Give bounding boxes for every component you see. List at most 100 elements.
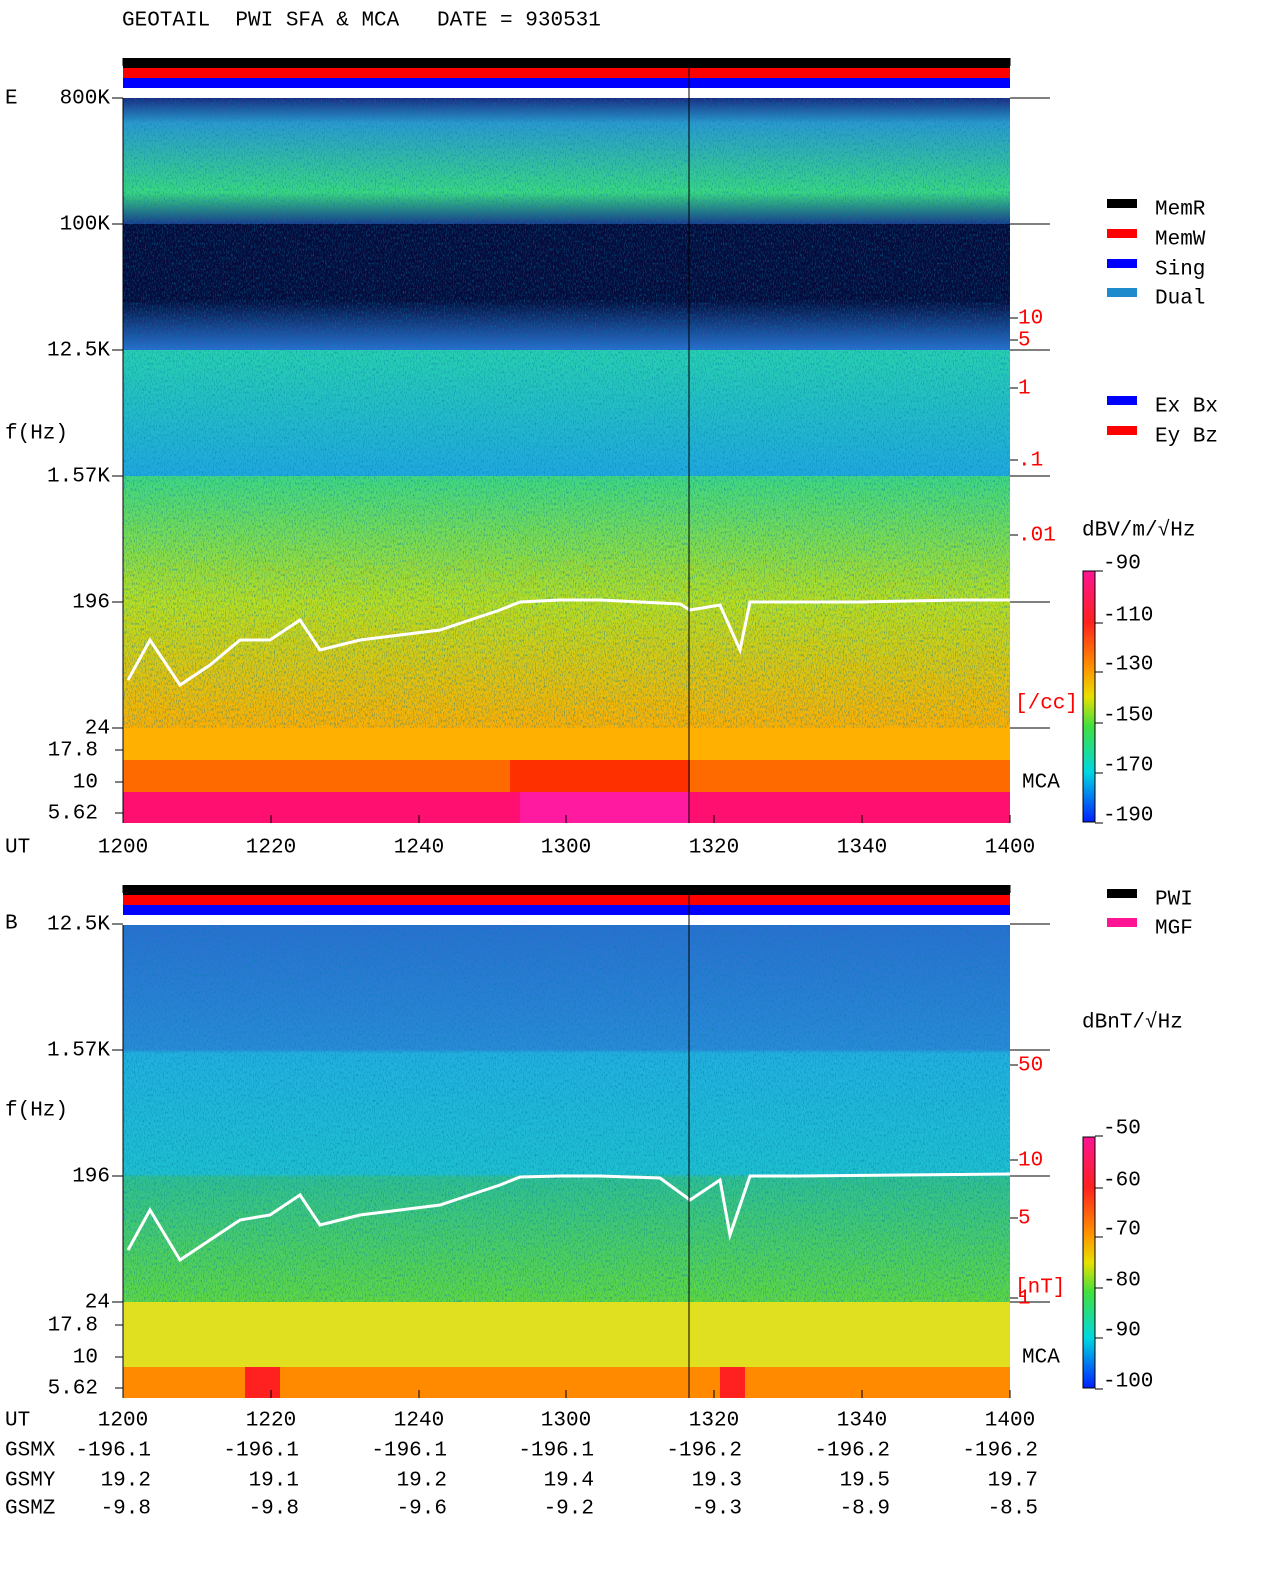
orbit-value: -196.1	[518, 1440, 594, 1463]
time-label: UT	[5, 837, 30, 860]
orbit-value: -196.2	[666, 1440, 742, 1463]
legend-label: Sing	[1155, 259, 1205, 282]
panel-label: B	[5, 913, 18, 936]
e-density-trace	[126, 598, 1010, 688]
legend-swatch	[1107, 259, 1137, 268]
mca-tick-label: 5.62	[48, 803, 98, 826]
legend-label: MemR	[1155, 199, 1206, 222]
orbit-value: -9.6	[397, 1498, 447, 1521]
freq-tick-label: 12.5K	[47, 340, 110, 363]
axis-label: f(Hz)	[5, 1100, 68, 1123]
time-tick-label: 1300	[541, 1410, 591, 1433]
colorbar-unit: dBV/m/√Hz	[1082, 519, 1195, 543]
colorbar-tick-label: -60	[1103, 1170, 1141, 1193]
colorbar-tick-label: -170	[1103, 755, 1153, 778]
mca-tick-label: 10	[73, 772, 98, 795]
right-scale-label: .1	[1018, 450, 1043, 473]
legend-label: Ey Bz	[1155, 426, 1218, 449]
orbit-value: 19.2	[101, 1470, 151, 1493]
orbit-label: GSMZ	[5, 1498, 55, 1521]
freq-tick-label: 12.5K	[47, 914, 110, 937]
b-mca-band	[245, 1367, 280, 1398]
orbit-label: GSMX	[5, 1440, 56, 1463]
time-tick-label: 1240	[394, 837, 444, 860]
right-unit: [nT]	[1015, 1277, 1065, 1300]
orbit-value: -9.8	[249, 1498, 299, 1521]
legend-swatch	[1107, 889, 1137, 898]
orbit-value: -196.1	[75, 1440, 151, 1463]
orbit-value: -8.5	[988, 1498, 1038, 1521]
colorbar-tick-label: -150	[1103, 705, 1153, 728]
b-mca-band	[720, 1367, 745, 1398]
colorbar-tick-label: -90	[1103, 553, 1141, 576]
orbit-value: -196.2	[962, 1440, 1038, 1463]
axis-label: f(Hz)	[5, 423, 68, 446]
orbit-value: -9.2	[544, 1498, 594, 1521]
colorbar-tick-label: -190	[1103, 805, 1153, 828]
legend-label: Ex Bx	[1155, 396, 1218, 419]
time-tick-label: 1240	[394, 1410, 444, 1433]
time-tick-label: 1400	[985, 1410, 1035, 1433]
orbit-value: -9.3	[692, 1498, 742, 1521]
colorbar-tick-label: -90	[1103, 1320, 1141, 1343]
orbit-value: 19.5	[840, 1470, 890, 1493]
right-scale-label: 1	[1018, 1288, 1031, 1311]
orbit-value: -196.1	[371, 1440, 447, 1463]
legend-swatch	[1107, 288, 1137, 297]
right-scale-label: 10	[1018, 308, 1043, 331]
freq-tick-label: 1.57K	[47, 466, 110, 489]
time-tick-label: 1340	[837, 1410, 887, 1433]
colorbar	[1082, 570, 1096, 823]
orbit-value: -196.2	[814, 1440, 890, 1463]
legend-swatch	[1107, 396, 1137, 405]
panel-label: E	[5, 88, 18, 111]
legend-label: PWI	[1155, 889, 1193, 912]
freq-tick-label: 196	[72, 1166, 110, 1189]
mca-tick-label: 10	[73, 1347, 98, 1370]
colorbar-tick-label: -50	[1103, 1118, 1141, 1141]
orbit-value: -196.1	[223, 1440, 299, 1463]
time-tick-label: 1320	[689, 837, 739, 860]
orbit-value: 19.4	[544, 1470, 594, 1493]
freq-tick-label: 24	[85, 1292, 110, 1315]
mca-label: MCA	[1022, 1347, 1060, 1370]
b-mca-band	[123, 1302, 1010, 1367]
orbit-value: 19.1	[249, 1470, 299, 1493]
legend-label: MGF	[1155, 918, 1193, 941]
right-scale-label: 50	[1018, 1055, 1043, 1078]
right-scale-label: 5	[1018, 330, 1031, 353]
freq-tick-label: 800K	[60, 88, 111, 111]
mca-label: MCA	[1022, 772, 1060, 795]
e-mca-band	[510, 760, 690, 792]
colorbar-tick-label: -110	[1103, 605, 1153, 628]
time-tick-label: 1220	[246, 837, 296, 860]
colorbar-tick-label: -80	[1103, 1270, 1141, 1293]
freq-tick-label: 24	[85, 718, 110, 741]
time-tick-label: 1320	[689, 1410, 739, 1433]
mca-tick-label: 17.8	[48, 740, 98, 763]
orbit-value: 19.7	[988, 1470, 1038, 1493]
legend-swatch	[1107, 918, 1137, 927]
right-scale-label: .01	[1018, 525, 1056, 548]
time-tick-label: 1220	[246, 1410, 296, 1433]
title: GEOTAIL PWI SFA & MCA DATE = 930531	[122, 10, 601, 33]
colorbar-tick-label: -70	[1103, 1219, 1141, 1242]
right-scale-label: 1	[1018, 378, 1031, 401]
legend-label: MemW	[1155, 229, 1206, 252]
b-noise	[123, 925, 1010, 1302]
orbit-value: -9.8	[101, 1498, 151, 1521]
time-tick-label: 1400	[985, 837, 1035, 860]
colorbar-tick-label: -100	[1103, 1371, 1153, 1394]
right-scale-label: 5	[1018, 1208, 1031, 1231]
legend-label: Dual	[1155, 288, 1205, 311]
time-tick-label: 1340	[837, 837, 887, 860]
b-field-trace	[126, 1172, 1011, 1263]
legend-swatch	[1107, 229, 1137, 238]
time-tick-label: 1200	[98, 837, 148, 860]
colorbar-unit: dBnT/√Hz	[1082, 1011, 1183, 1035]
e-noise-red	[123, 560, 1010, 728]
e-mca-band	[520, 792, 690, 823]
right-scale-label: 10	[1018, 1150, 1043, 1173]
mca-tick-label: 17.8	[48, 1315, 98, 1338]
orbit-value: -8.9	[840, 1498, 890, 1521]
